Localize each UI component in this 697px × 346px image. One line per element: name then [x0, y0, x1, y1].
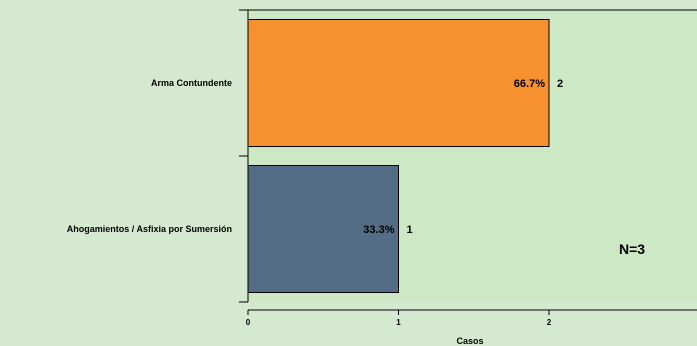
value-label-1: 2: [557, 78, 563, 90]
x-tick-label-1: 1: [396, 318, 401, 327]
x-axis-title: Casos: [456, 336, 483, 346]
bars-group: Arma Contundente 66.7% 2 Ahogamientos / Asf…: [67, 19, 563, 293]
category-label-1: Arma Contundente: [151, 78, 232, 88]
ticks-group: 0123: [246, 310, 552, 327]
axes-group: [239, 9, 697, 311]
percent-label-1: 66.7%: [514, 78, 545, 90]
bar-1: [247, 19, 550, 147]
bar-2: [247, 165, 399, 293]
category-label-2: Ahogamientos / Asfixia por Sumersión: [67, 224, 232, 234]
value-label-2: 1: [407, 224, 413, 236]
x-tick-label-2: 2: [547, 318, 552, 327]
x-tick-label-0: 0: [246, 318, 251, 327]
percent-label-2: 33.3%: [363, 224, 394, 236]
n-annotation: N=3: [619, 241, 645, 257]
